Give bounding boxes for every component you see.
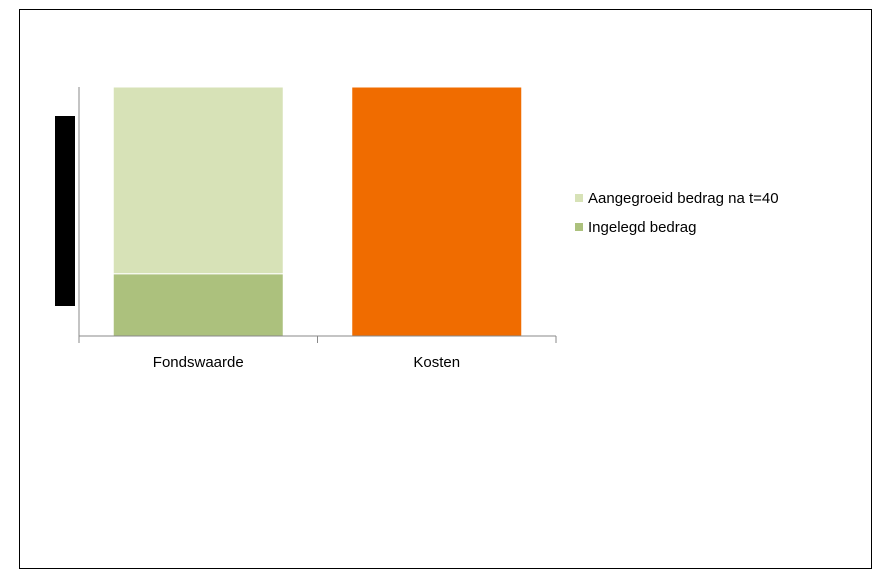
legend: Aangegroeid bedrag na t=40 Ingelegd bedra… bbox=[575, 190, 779, 236]
legend-swatch bbox=[575, 223, 583, 231]
bar-kosten-series-2 bbox=[351, 86, 523, 337]
legend-swatch bbox=[575, 194, 583, 202]
legend-label: Ingelegd bedrag bbox=[588, 219, 696, 236]
x-tick-label: Kosten bbox=[413, 354, 460, 371]
bar-fondswaarde-series-1 bbox=[112, 86, 284, 275]
y-axis-redaction-block bbox=[55, 116, 75, 306]
x-axis: Fondswaarde Kosten bbox=[78, 87, 557, 371]
legend-label: Aangegroeid bedrag na t=40 bbox=[588, 190, 779, 207]
bar-fondswaarde-series-0 bbox=[112, 273, 284, 337]
x-tick-label: Fondswaarde bbox=[153, 354, 244, 371]
plot-area bbox=[112, 86, 523, 337]
